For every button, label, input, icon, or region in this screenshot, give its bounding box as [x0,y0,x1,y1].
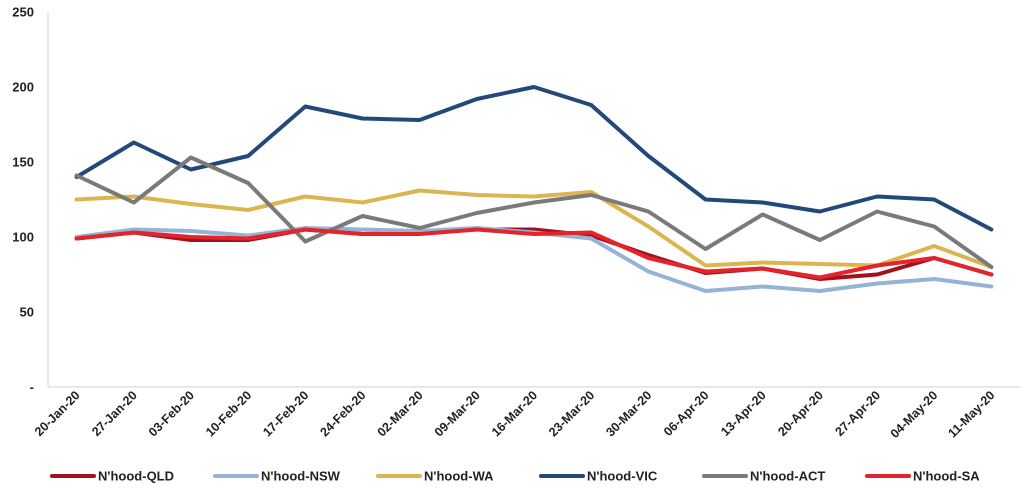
y-tick-label: 100 [12,230,34,245]
legend: N'hood-QLD N'hood-NSW N'hood-WA N'hood-VIC N… [50,469,980,484]
y-tick-label: 150 [12,155,34,170]
y-axis-tick-labels: - 50 100 150 200 250 [12,5,34,395]
x-tick-label: 30-Mar-20 [603,388,654,439]
axes [47,12,1020,388]
x-tick-label: 09-Mar-20 [432,388,483,439]
series-line-n-hood-wa [74,188,994,269]
x-tick-label: 16-Mar-20 [489,388,540,439]
legend-label-n-hood-act: N'hood-ACT [750,469,825,484]
x-axis-tick-labels: 20-Jan-20 27-Jan-20 03-Feb-20 10-Feb-20 17-F… [32,388,998,441]
legend-label-n-hood-wa: N'hood-WA [424,469,494,484]
legend-label-n-hood-sa: N'hood-SA [913,469,980,484]
x-tick-label: 02-Mar-20 [375,388,426,439]
x-tick-label: 27-Jan-20 [89,388,140,439]
x-tick-label: 03-Feb-20 [146,388,197,439]
legend-label-n-hood-qld: N'hood-QLD [98,469,174,484]
y-tick-label: 200 [12,80,34,95]
y-tick-label: - [30,380,34,395]
x-tick-label: 04-May-20 [888,388,941,441]
series-line-n-hood-sa [74,227,994,280]
x-tick-label: 20-Jan-20 [32,388,83,439]
x-tick-label: 27-Apr-20 [833,388,884,439]
x-tick-label: 23-Mar-20 [546,388,597,439]
y-tick-label: 50 [20,305,34,320]
x-tick-label: 06-Apr-20 [661,388,712,439]
legend-label-n-hood-nsw: N'hood-NSW [261,469,341,484]
series-lines [74,85,994,293]
series-line-n-hood-vic [74,85,994,232]
x-tick-label: 20-Apr-20 [775,388,826,439]
x-tick-label: 10-Feb-20 [203,388,254,439]
x-tick-label: 17-Feb-20 [260,388,311,439]
legend-label-n-hood-vic: N'hood-VIC [587,469,658,484]
y-tick-label: 250 [12,5,34,20]
series-line-n-hood-act [74,155,994,269]
x-tick-label: 13-Apr-20 [718,388,769,439]
x-tick-label: 24-Feb-20 [317,388,368,439]
x-tick-label: 11-May-20 [945,388,997,440]
